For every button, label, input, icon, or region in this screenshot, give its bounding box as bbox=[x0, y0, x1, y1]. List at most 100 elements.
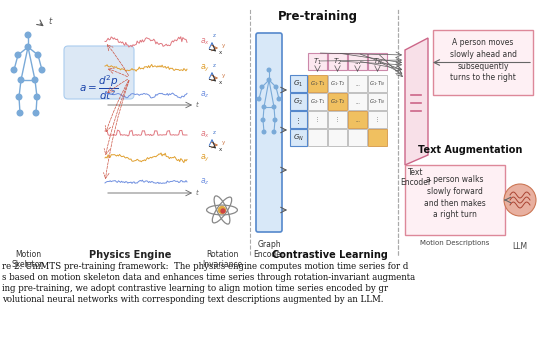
Text: ing pre-training, we adopt contrastive learning to align motion time series enco: ing pre-training, we adopt contrastive l… bbox=[2, 284, 388, 293]
Circle shape bbox=[16, 94, 22, 100]
FancyBboxPatch shape bbox=[368, 93, 387, 110]
Circle shape bbox=[261, 118, 265, 122]
FancyBboxPatch shape bbox=[308, 129, 327, 146]
Circle shape bbox=[35, 52, 41, 58]
Text: $a_y$: $a_y$ bbox=[200, 63, 210, 73]
FancyBboxPatch shape bbox=[328, 75, 347, 92]
FancyBboxPatch shape bbox=[328, 129, 347, 146]
FancyBboxPatch shape bbox=[368, 53, 387, 70]
Text: ⋮: ⋮ bbox=[315, 118, 320, 122]
Text: volutional neural networks with corresponding text descriptions augmented by an : volutional neural networks with correspo… bbox=[2, 295, 383, 304]
Circle shape bbox=[273, 118, 277, 122]
Text: x: x bbox=[219, 50, 222, 55]
Text: a person walks
slowly forward
and then makes
a right turn: a person walks slowly forward and then m… bbox=[424, 175, 486, 219]
Text: re 2: UniMTS pre-training framework:  The physics engine computes motion time se: re 2: UniMTS pre-training framework: The… bbox=[2, 262, 408, 271]
Text: $G_1·T_1$: $G_1·T_1$ bbox=[310, 80, 325, 88]
Text: Rotation
Invariance: Rotation Invariance bbox=[202, 250, 242, 269]
Circle shape bbox=[219, 206, 226, 214]
Text: $G_2·T_N$: $G_2·T_N$ bbox=[369, 98, 386, 106]
FancyBboxPatch shape bbox=[368, 75, 387, 92]
Text: z: z bbox=[213, 130, 216, 135]
Text: z: z bbox=[213, 33, 216, 38]
Circle shape bbox=[15, 52, 21, 58]
Text: t: t bbox=[196, 190, 199, 196]
Text: $a_z$: $a_z$ bbox=[200, 177, 210, 187]
FancyBboxPatch shape bbox=[368, 111, 387, 128]
Text: Motion Descriptions: Motion Descriptions bbox=[420, 240, 490, 246]
Text: x: x bbox=[219, 148, 222, 152]
Text: A person moves
slowly ahead and
subsequently
turns to the right: A person moves slowly ahead and subseque… bbox=[449, 38, 516, 82]
Circle shape bbox=[25, 44, 31, 50]
FancyBboxPatch shape bbox=[348, 129, 367, 146]
Text: $G_1·T_2$: $G_1·T_2$ bbox=[330, 80, 345, 88]
Text: ...: ... bbox=[354, 59, 361, 65]
Circle shape bbox=[267, 78, 271, 82]
Circle shape bbox=[221, 209, 225, 213]
Text: $a_x$: $a_x$ bbox=[200, 37, 210, 47]
Circle shape bbox=[272, 105, 276, 109]
FancyBboxPatch shape bbox=[290, 111, 307, 128]
Text: Text Augmentation: Text Augmentation bbox=[418, 145, 522, 155]
Text: Graph
Encoder: Graph Encoder bbox=[253, 240, 285, 259]
Text: $a_x$: $a_x$ bbox=[200, 130, 210, 140]
Text: ⋮: ⋮ bbox=[335, 118, 340, 122]
Text: z: z bbox=[213, 63, 216, 68]
FancyBboxPatch shape bbox=[290, 129, 307, 146]
Circle shape bbox=[11, 67, 17, 73]
Circle shape bbox=[257, 97, 261, 101]
Text: ⋮: ⋮ bbox=[295, 117, 302, 123]
Polygon shape bbox=[405, 38, 428, 165]
Text: ...: ... bbox=[355, 100, 360, 104]
FancyBboxPatch shape bbox=[290, 75, 307, 92]
FancyBboxPatch shape bbox=[308, 111, 327, 128]
Text: $T_1$: $T_1$ bbox=[313, 57, 322, 67]
FancyBboxPatch shape bbox=[64, 46, 134, 99]
Circle shape bbox=[277, 97, 281, 101]
Circle shape bbox=[262, 105, 266, 109]
Text: LLM: LLM bbox=[512, 242, 528, 251]
FancyBboxPatch shape bbox=[328, 93, 347, 110]
Text: Pre-training: Pre-training bbox=[278, 10, 358, 23]
Text: $G_N$: $G_N$ bbox=[293, 133, 304, 143]
Text: y: y bbox=[222, 43, 225, 48]
Text: $G_2·T_2$: $G_2·T_2$ bbox=[330, 98, 345, 106]
Circle shape bbox=[39, 67, 45, 73]
Text: $T_N$: $T_N$ bbox=[373, 57, 382, 67]
FancyBboxPatch shape bbox=[348, 75, 367, 92]
Text: $G_1·T_N$: $G_1·T_N$ bbox=[369, 80, 386, 88]
FancyBboxPatch shape bbox=[405, 165, 505, 235]
FancyBboxPatch shape bbox=[256, 33, 282, 232]
Circle shape bbox=[272, 130, 276, 134]
FancyBboxPatch shape bbox=[328, 111, 347, 128]
Text: Contrastive Learning: Contrastive Learning bbox=[272, 250, 388, 260]
Text: $G_2·T_1$: $G_2·T_1$ bbox=[310, 98, 325, 106]
Text: y: y bbox=[222, 140, 225, 145]
Circle shape bbox=[267, 68, 271, 72]
FancyBboxPatch shape bbox=[433, 30, 533, 95]
FancyBboxPatch shape bbox=[308, 93, 327, 110]
FancyBboxPatch shape bbox=[348, 93, 367, 110]
Text: ...: ... bbox=[355, 82, 360, 86]
Circle shape bbox=[33, 110, 39, 116]
Text: Motion
Skeleton: Motion Skeleton bbox=[11, 250, 45, 269]
Circle shape bbox=[262, 130, 266, 134]
Circle shape bbox=[18, 77, 24, 83]
Circle shape bbox=[32, 77, 38, 83]
Text: $G_2$: $G_2$ bbox=[293, 97, 303, 107]
Text: $a = \dfrac{d^2p}{dt^2}$: $a = \dfrac{d^2p}{dt^2}$ bbox=[79, 73, 119, 102]
Text: t: t bbox=[48, 17, 51, 27]
FancyBboxPatch shape bbox=[308, 75, 327, 92]
Text: Text
Encoder: Text Encoder bbox=[401, 168, 431, 187]
Text: s based on motion skeleton data and enhances time series through rotation-invari: s based on motion skeleton data and enha… bbox=[2, 273, 415, 282]
Text: $G_1$: $G_1$ bbox=[293, 79, 303, 89]
Circle shape bbox=[260, 85, 264, 89]
Text: ...: ... bbox=[355, 118, 360, 122]
FancyBboxPatch shape bbox=[328, 53, 347, 70]
Text: $a_z$: $a_z$ bbox=[200, 90, 210, 100]
Circle shape bbox=[504, 184, 536, 216]
Text: $T_2$: $T_2$ bbox=[333, 57, 342, 67]
Circle shape bbox=[274, 85, 278, 89]
Text: $a_y$: $a_y$ bbox=[200, 152, 210, 164]
FancyBboxPatch shape bbox=[348, 111, 367, 128]
FancyBboxPatch shape bbox=[308, 53, 327, 70]
